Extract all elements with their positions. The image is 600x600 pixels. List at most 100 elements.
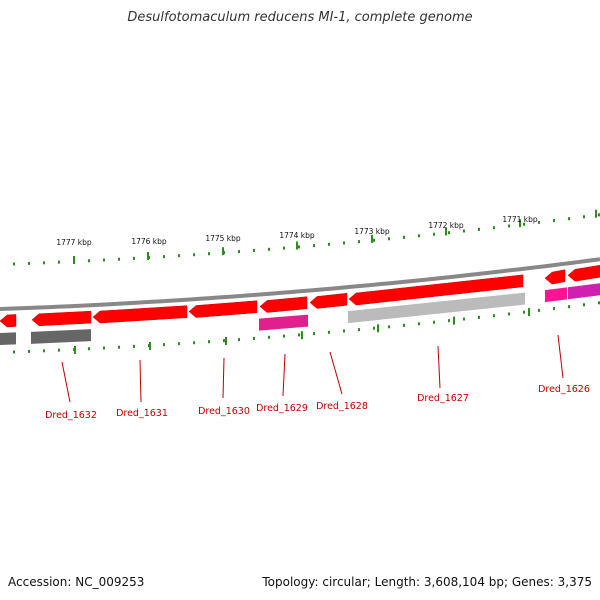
major-tick xyxy=(453,316,455,325)
tick-mark xyxy=(388,237,390,241)
major-tick xyxy=(73,255,75,264)
tick-mark xyxy=(553,307,555,311)
tick-mark xyxy=(538,220,540,224)
gene-arrow xyxy=(309,292,348,309)
tick-mark xyxy=(568,305,570,309)
kbp-label: 1773 kbp xyxy=(354,227,390,236)
tick-mark xyxy=(88,259,90,263)
gene-arrow xyxy=(92,305,188,324)
tick-mark xyxy=(43,349,45,353)
gene-arrow xyxy=(31,310,92,327)
major-tick xyxy=(301,331,303,340)
tick-mark xyxy=(403,235,405,239)
label-leader xyxy=(222,357,225,399)
tick-mark xyxy=(523,222,525,226)
gene-label: Dred_1630 xyxy=(198,406,250,417)
tick-mark xyxy=(343,241,345,245)
tick-mark xyxy=(28,261,30,265)
tick-mark xyxy=(448,231,450,235)
accession-text: Accession: NC_009253 xyxy=(8,575,145,589)
gene-label: Dred_1628 xyxy=(316,401,368,412)
gene-arrow xyxy=(567,264,600,282)
tick-mark xyxy=(508,224,510,228)
major-tick xyxy=(147,252,149,261)
kbp-label: 1776 kbp xyxy=(131,237,167,246)
feature-band xyxy=(348,292,525,324)
label-leader xyxy=(282,353,286,397)
tick-track-bottom xyxy=(13,301,600,354)
major-tick xyxy=(519,219,521,228)
band-track xyxy=(0,283,600,345)
label-leaders xyxy=(61,334,564,403)
tick-mark xyxy=(298,333,300,337)
tick-mark xyxy=(373,326,375,330)
tick-mark xyxy=(178,342,180,346)
tick-mark xyxy=(553,219,555,223)
tick-mark xyxy=(28,349,30,353)
gene-label: Dred_1631 xyxy=(116,408,168,419)
tick-mark xyxy=(343,329,345,333)
major-tick xyxy=(149,341,151,350)
tick-mark xyxy=(208,252,210,256)
tick-mark xyxy=(493,226,495,230)
tick-mark xyxy=(568,217,570,221)
tick-mark xyxy=(283,334,285,338)
tick-mark xyxy=(88,347,90,351)
label-leader xyxy=(61,361,71,403)
major-tick xyxy=(296,241,298,250)
tick-mark xyxy=(238,250,240,254)
tick-mark xyxy=(118,257,120,261)
tick-mark xyxy=(118,345,120,349)
tick-mark xyxy=(328,242,330,246)
tick-mark xyxy=(223,339,225,343)
gene-arrow xyxy=(544,269,566,285)
tick-mark xyxy=(193,341,195,345)
gene-labels: Dred_1632 Dred_1631 Dred_1630 Dred_1629 Dred… xyxy=(45,384,590,421)
kbp-label: 1772 kbp xyxy=(428,221,464,230)
tick-mark xyxy=(463,229,465,233)
tick-mark xyxy=(418,322,420,326)
tick-mark xyxy=(313,244,315,248)
gene-label: Dred_1629 xyxy=(256,403,308,414)
tick-mark xyxy=(373,238,375,242)
kbp-labels: 1777 kbp 1776 kbp 1775 kbp 1774 kbp 1773 kbp… xyxy=(56,215,538,247)
tick-mark xyxy=(298,245,300,249)
gene-arrow xyxy=(259,296,308,313)
tick-mark xyxy=(583,303,585,307)
kbp-label: 1775 kbp xyxy=(205,234,241,243)
tick-track-top xyxy=(13,209,600,266)
tick-mark xyxy=(358,240,360,244)
tick-mark xyxy=(358,328,360,332)
tick-mark xyxy=(493,314,495,318)
major-tick xyxy=(528,308,530,317)
tick-mark xyxy=(268,335,270,339)
tick-mark xyxy=(478,227,480,231)
backbone-track xyxy=(0,257,600,311)
genome-backbone xyxy=(0,257,600,311)
tick-mark xyxy=(598,301,600,305)
tick-mark xyxy=(268,247,270,251)
major-tick xyxy=(371,234,373,243)
gene-arrow xyxy=(0,314,17,328)
tick-mark xyxy=(583,215,585,219)
tick-mark xyxy=(133,344,135,348)
kbp-label: 1774 kbp xyxy=(279,231,315,240)
tick-mark xyxy=(163,343,165,347)
tick-mark xyxy=(103,258,105,262)
tick-mark xyxy=(58,260,60,264)
tick-mark xyxy=(253,336,255,340)
tick-mark xyxy=(448,319,450,323)
tick-mark xyxy=(13,350,15,354)
gene-arrow xyxy=(188,300,258,318)
major-tick xyxy=(445,227,447,236)
feature-band xyxy=(259,314,308,331)
major-tick xyxy=(595,209,597,218)
feature-band xyxy=(545,287,567,303)
tick-mark xyxy=(433,320,435,324)
tick-mark xyxy=(538,308,540,312)
tick-mark xyxy=(253,248,255,252)
tick-mark xyxy=(43,261,45,265)
tick-mark xyxy=(163,255,165,259)
page-title: Desulfotomaculum reducens MI-1, complete… xyxy=(127,10,473,25)
